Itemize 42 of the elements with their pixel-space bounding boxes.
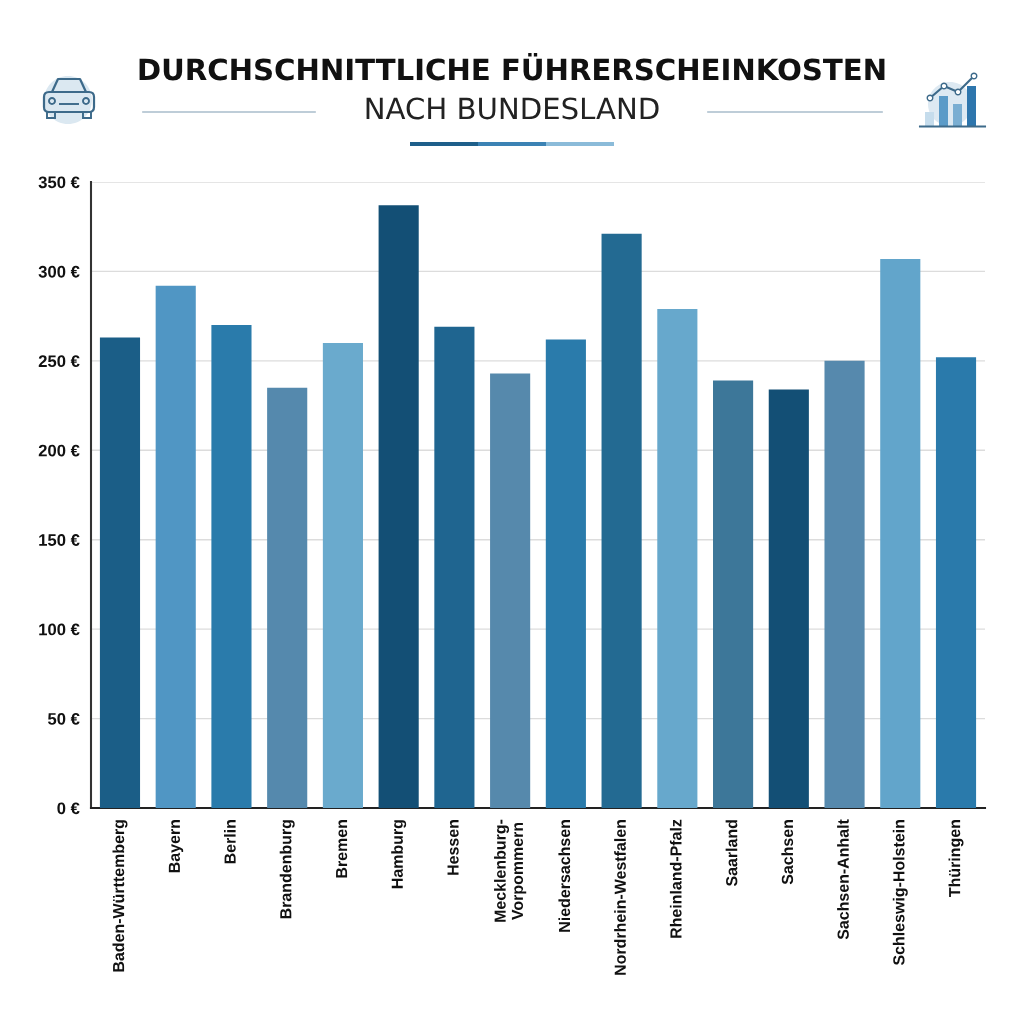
x-tick-label: Saarland bbox=[725, 820, 738, 887]
bar bbox=[935, 357, 977, 808]
bar bbox=[657, 308, 698, 808]
y-tick-label: 300 € bbox=[38, 265, 80, 278]
x-tick-label: Sachsen bbox=[781, 820, 794, 885]
y-tick-label: 50 € bbox=[47, 712, 80, 725]
y-tick-label: 0 € bbox=[57, 802, 80, 815]
bar bbox=[267, 387, 308, 808]
y-tick-label: 100 € bbox=[39, 623, 80, 636]
bar bbox=[545, 339, 586, 808]
y-tick-label: 250 € bbox=[38, 355, 80, 368]
x-tick-label: Nordrhein-Westfalen bbox=[614, 820, 626, 975]
x-tick-label: Sachsen-Anhalt bbox=[837, 819, 849, 940]
x-tick-label: Niedersachsen bbox=[558, 820, 571, 932]
bar bbox=[490, 373, 531, 808]
bar bbox=[713, 380, 754, 808]
x-tick-label: Bayern bbox=[168, 820, 184, 873]
bar bbox=[211, 325, 252, 808]
bar bbox=[880, 258, 921, 808]
x-tick-label: Baden-Württemberg bbox=[112, 820, 128, 972]
y-tick-label: 150 € bbox=[39, 534, 80, 546]
bar bbox=[99, 337, 141, 808]
x-tick-label: Hessen bbox=[447, 820, 459, 875]
x-tick-label: Brandenburg bbox=[279, 820, 295, 919]
bar bbox=[824, 360, 865, 808]
bar bbox=[378, 205, 419, 808]
y-tick-label: 350 € bbox=[38, 176, 80, 189]
bar bbox=[768, 389, 809, 808]
bar bbox=[601, 233, 642, 808]
chart-subtitle: NACH BUNDESLAND bbox=[366, 97, 659, 120]
x-tick-label: Mecklenburg-Vorpommern bbox=[494, 819, 527, 922]
bar bbox=[155, 285, 196, 808]
x-tick-label: Bremen bbox=[336, 820, 348, 878]
y-tick-label: 200 € bbox=[38, 444, 80, 457]
x-tick-label: Berlin bbox=[224, 820, 236, 864]
bar bbox=[434, 326, 475, 808]
x-tick-label: Rheinland-Pfalz bbox=[669, 819, 682, 938]
bar bbox=[322, 342, 363, 808]
x-tick-label: Thüringen bbox=[948, 820, 964, 897]
chart-title: DURCHSCHNITTLICHE FÜHRERSCHEINKOSTEN bbox=[139, 53, 885, 81]
x-tick-label: Hamburg bbox=[391, 820, 407, 889]
x-tick-label: Schleswig-Holstein bbox=[892, 820, 908, 966]
